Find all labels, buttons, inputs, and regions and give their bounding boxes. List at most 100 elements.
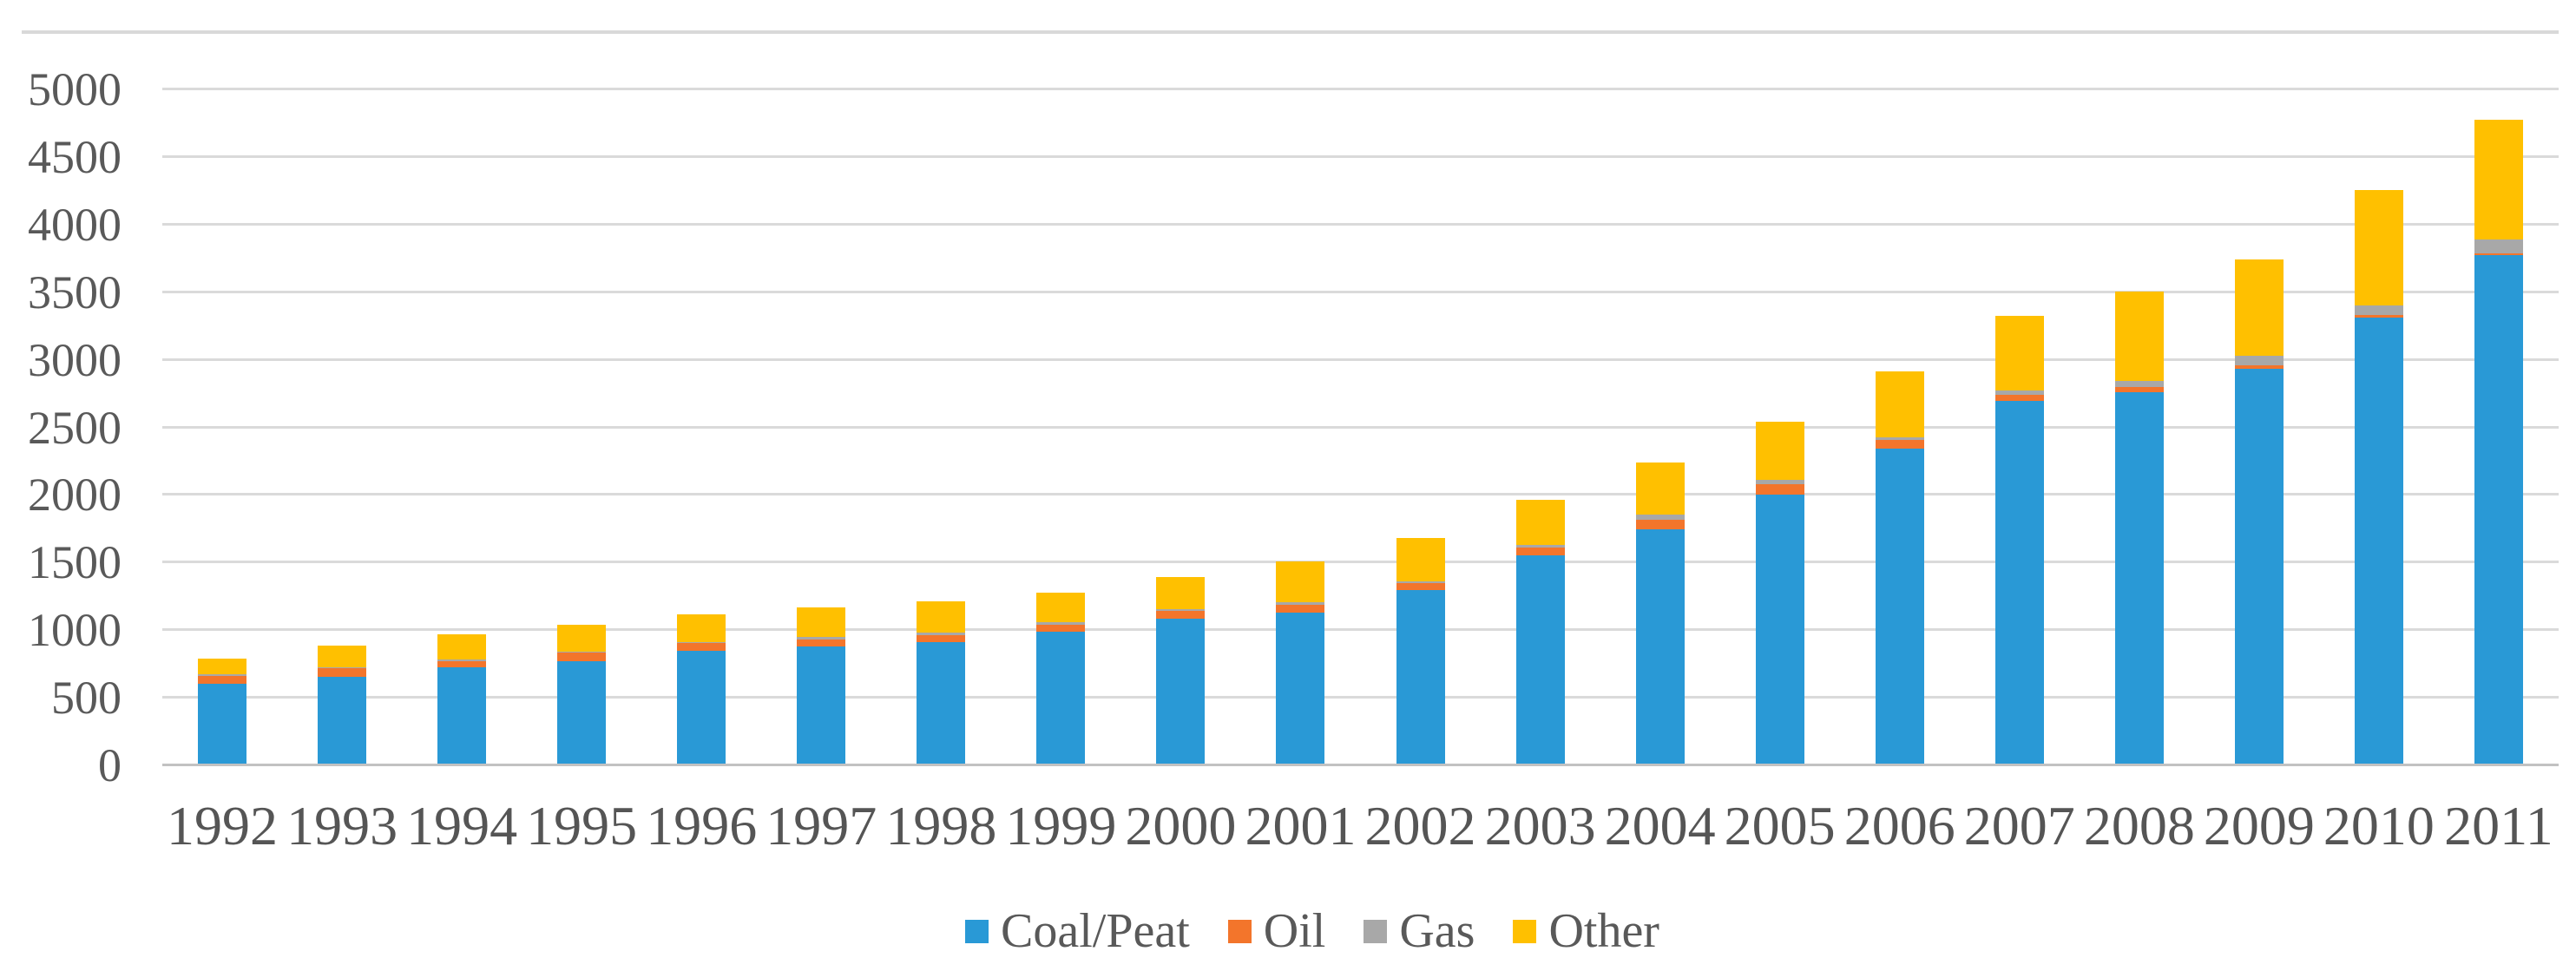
- bar-2007-gas: [1994, 390, 2044, 395]
- x-tick-label-1994: 1994: [406, 795, 518, 856]
- bar-2003-coal-peat: [1515, 555, 1565, 764]
- bar-2008-gas: [2114, 381, 2164, 388]
- y-tick-label-1500: 1500: [28, 536, 122, 589]
- x-tick-label-2010: 2010: [2323, 795, 2435, 856]
- bar-2008-coal-peat: [2114, 391, 2164, 764]
- bar-2009-coal-peat: [2234, 369, 2284, 764]
- bar-2004-oil: [1635, 519, 1685, 530]
- bar-1998-gas: [917, 632, 966, 635]
- x-tick-label-2011: 2011: [2444, 795, 2553, 856]
- bar-2001-coal-peat: [1276, 612, 1325, 764]
- bar-1998-oil: [917, 635, 966, 642]
- bar-1994-oil: [437, 660, 487, 667]
- x-tick-label-2001: 2001: [1245, 795, 1357, 856]
- bar-2007-other: [1994, 315, 2044, 390]
- x-tick-label-2002: 2002: [1364, 795, 1476, 856]
- bar-1992-gas: [198, 674, 247, 676]
- bar-1997-coal-peat: [797, 646, 846, 764]
- gridline-2500: [162, 425, 2559, 429]
- bar-2006-gas: [1875, 436, 1924, 440]
- legend-label-coal-peat: Coal/Peat: [1001, 904, 1190, 958]
- y-tick-label-4500: 4500: [28, 130, 122, 183]
- bar-1996-coal-peat: [677, 650, 726, 764]
- x-tick-label-2003: 2003: [1484, 795, 1596, 856]
- legend-item-other: Other: [1513, 907, 1659, 955]
- gridline-500: [162, 696, 2559, 699]
- bar-2003-gas: [1515, 545, 1565, 548]
- y-tick-label-4000: 4000: [28, 198, 122, 251]
- x-tick-label-2006: 2006: [1843, 795, 1955, 856]
- bar-1994-coal-peat: [437, 666, 487, 764]
- bar-1996-oil: [677, 643, 726, 651]
- bar-2009-gas: [2234, 356, 2284, 366]
- legend-swatch-other-icon: [1513, 919, 1537, 943]
- bar-1995-coal-peat: [557, 660, 607, 764]
- bar-2010-oil: [2354, 314, 2403, 318]
- bar-1998-coal-peat: [917, 641, 966, 764]
- legend-item-oil: Oil: [1227, 904, 1326, 958]
- legend-label-other: Other: [1548, 904, 1659, 958]
- bar-2006-other: [1875, 371, 1924, 437]
- gridline-4500: [162, 154, 2559, 158]
- bar-2001-gas: [1276, 601, 1325, 605]
- x-tick-label-1998: 1998: [885, 795, 997, 856]
- bar-1995-gas: [557, 651, 607, 653]
- gridline-3500: [162, 290, 2559, 293]
- bar-2000-coal-peat: [1156, 619, 1206, 764]
- y-tick-label-0: 0: [98, 739, 122, 791]
- legend-swatch-gas-icon: [1364, 919, 1388, 943]
- legend-swatch-coal-peat-icon: [965, 919, 989, 943]
- bar-2005-other: [1755, 421, 1804, 480]
- bar-1996-other: [677, 613, 726, 642]
- x-tick-label-2008: 2008: [2083, 795, 2195, 856]
- bar-2005-gas: [1755, 479, 1804, 484]
- bar-2000-oil: [1156, 610, 1206, 620]
- bar-2006-coal-peat: [1875, 449, 1924, 764]
- bar-2011-coal-peat: [2474, 255, 2523, 764]
- bar-1997-oil: [797, 639, 846, 647]
- bar-2011-other: [2474, 120, 2523, 240]
- legend-swatch-oil-icon: [1227, 919, 1252, 943]
- bar-1997-gas: [797, 636, 846, 640]
- bar-1992-coal-peat: [198, 684, 247, 764]
- x-tick-label-1993: 1993: [286, 795, 398, 856]
- bar-2003-oil: [1515, 547, 1565, 556]
- y-tick-label-3000: 3000: [28, 333, 122, 386]
- gridline-2000: [162, 493, 2559, 496]
- x-tick-label-1995: 1995: [526, 795, 638, 856]
- bar-1993-oil: [318, 668, 367, 678]
- y-tick-label-2000: 2000: [28, 469, 122, 522]
- bar-2002-coal-peat: [1396, 589, 1445, 764]
- bar-2008-oil: [2114, 387, 2164, 392]
- x-axis-line: [162, 764, 2559, 766]
- bar-2009-other: [2234, 259, 2284, 357]
- x-tick-label-2000: 2000: [1125, 795, 1237, 856]
- bar-2004-other: [1635, 462, 1685, 515]
- x-tick-label-2005: 2005: [1724, 795, 1836, 856]
- gridline-3000: [162, 358, 2559, 361]
- bar-2004-gas: [1635, 515, 1685, 520]
- x-tick-label-1992: 1992: [167, 795, 279, 856]
- gridline-1500: [162, 561, 2559, 564]
- bar-1995-oil: [557, 653, 607, 661]
- bar-2006-oil: [1875, 439, 1924, 449]
- bar-1999-gas: [1036, 622, 1086, 626]
- y-tick-label-1000: 1000: [28, 604, 122, 657]
- bar-2011-gas: [2474, 239, 2523, 253]
- legend-label-oil: Oil: [1263, 904, 1326, 958]
- bar-2004-coal-peat: [1635, 529, 1685, 764]
- bar-2010-other: [2354, 189, 2403, 305]
- bar-1994-gas: [437, 659, 487, 661]
- bar-2007-coal-peat: [1994, 401, 2044, 764]
- bar-2003-other: [1515, 500, 1565, 546]
- bar-2009-oil: [2234, 365, 2284, 370]
- bar-1994-other: [437, 634, 487, 660]
- bar-2002-oil: [1396, 583, 1445, 590]
- bar-1993-gas: [318, 666, 367, 669]
- bar-1998-other: [917, 601, 966, 633]
- x-tick-label-2004: 2004: [1604, 795, 1716, 856]
- bar-1993-other: [318, 646, 367, 667]
- gridline-1000: [162, 628, 2559, 632]
- y-tick-label-2500: 2500: [28, 401, 122, 454]
- legend-item-coal-peat: Coal/Peat: [965, 907, 1190, 955]
